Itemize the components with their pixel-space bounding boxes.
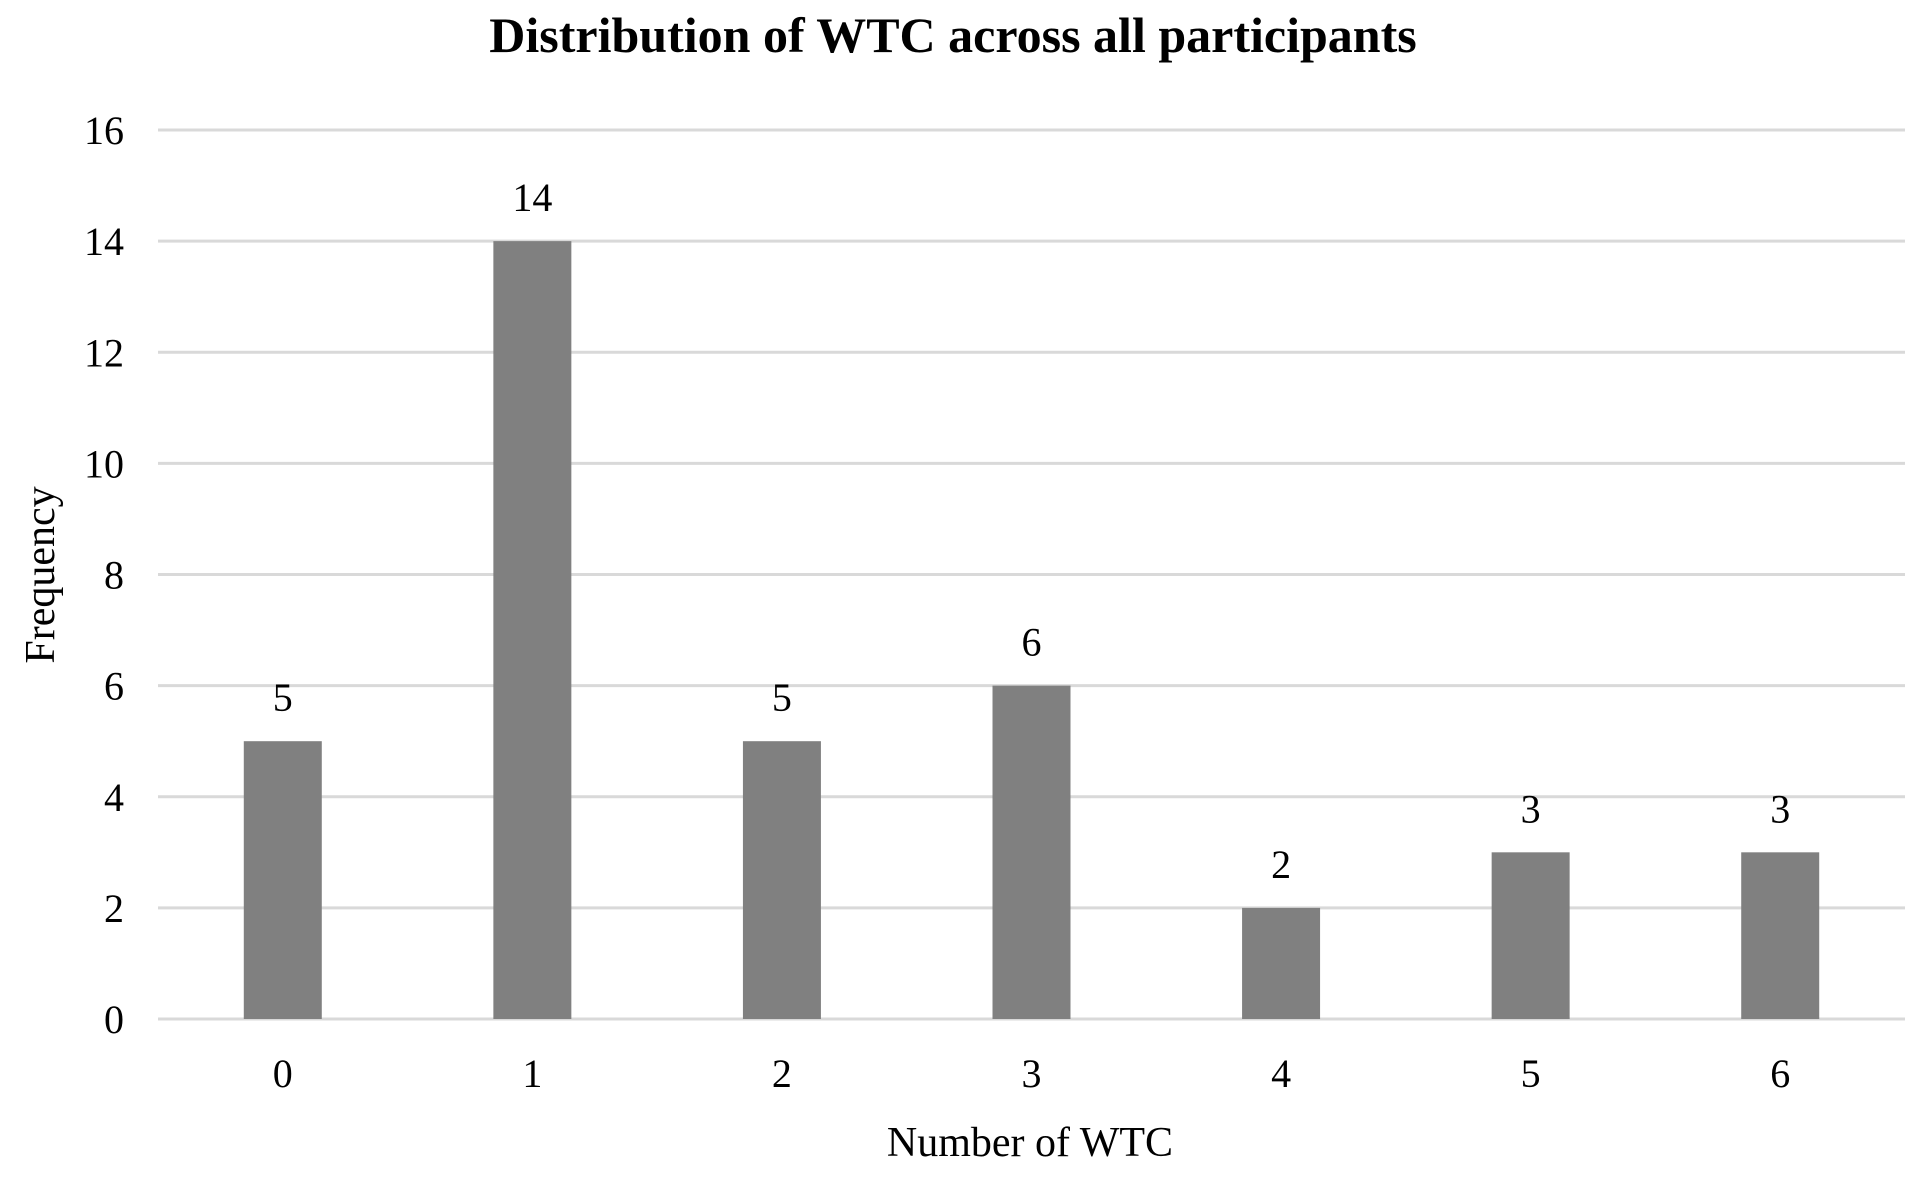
- data-label: 14: [512, 175, 552, 220]
- x-tick-label: 4: [1271, 1051, 1291, 1096]
- y-tick-label: 6: [104, 664, 124, 709]
- data-label: 5: [273, 675, 293, 720]
- bar-0: [243, 741, 322, 1019]
- x-tick-label: 1: [522, 1051, 542, 1096]
- data-label: 6: [1022, 620, 1042, 665]
- data-label: 2: [1271, 842, 1291, 887]
- x-axis-title: Number of WTC: [887, 1120, 1173, 1166]
- y-tick-label: 4: [104, 775, 124, 820]
- x-tick-label: 6: [1770, 1051, 1790, 1096]
- data-label: 5: [772, 675, 792, 720]
- y-tick-label: 0: [104, 997, 124, 1042]
- y-tick-label: 16: [84, 108, 124, 153]
- bar-2: [742, 741, 821, 1019]
- data-label: 3: [1770, 786, 1790, 831]
- data-label: 3: [1521, 786, 1541, 831]
- bars: [243, 241, 1820, 1019]
- chart-title: Distribution of WTC across all participa…: [489, 7, 1416, 63]
- bar-4: [1242, 907, 1321, 1019]
- bar-1: [493, 241, 572, 1019]
- bar-5: [1491, 852, 1570, 1019]
- gridlines: [158, 128, 1905, 1021]
- y-axis-title: Frequency: [18, 486, 64, 663]
- bar-6: [1741, 852, 1820, 1019]
- data-labels: 5 14 5 6 2 3 3: [273, 175, 1790, 887]
- y-tick-label: 12: [84, 330, 124, 375]
- bar-3: [992, 685, 1071, 1019]
- x-tick-label: 2: [772, 1051, 792, 1096]
- x-tick-label: 3: [1022, 1051, 1042, 1096]
- y-axis-ticks: 0 2 4 6 8 10 12 14 16: [84, 108, 124, 1042]
- y-tick-label: 10: [84, 441, 124, 486]
- x-axis-ticks: 0 1 2 3 4 5 6: [273, 1051, 1790, 1096]
- y-tick-label: 8: [104, 553, 124, 598]
- x-tick-label: 5: [1521, 1051, 1541, 1096]
- y-tick-label: 2: [104, 886, 124, 931]
- y-tick-label: 14: [84, 219, 124, 264]
- x-tick-label: 0: [273, 1051, 293, 1096]
